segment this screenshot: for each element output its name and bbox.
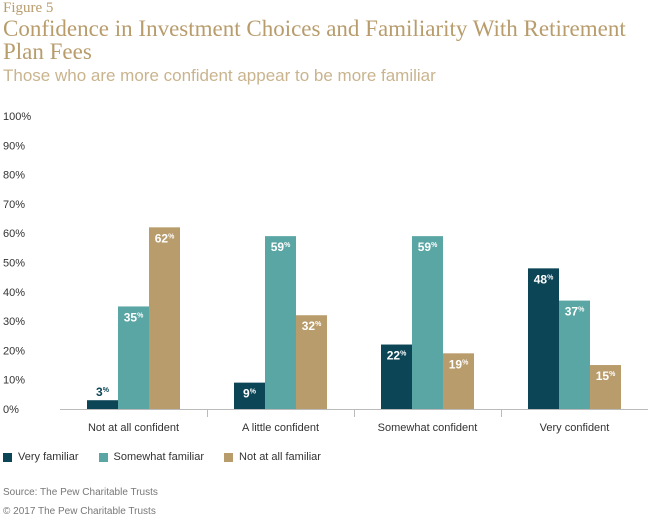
y-tick-label: 20%	[3, 345, 25, 357]
x-category-label: Very confident	[540, 422, 610, 434]
bar	[265, 236, 296, 409]
bar	[559, 300, 590, 409]
chart-subtitle: Those who are more confident appear to b…	[3, 66, 436, 85]
bar	[528, 268, 559, 409]
y-tick-label: 60%	[3, 228, 25, 240]
data-label: 3%	[96, 385, 110, 399]
legend-item-not-at-all-familiar: Not at all familiar	[224, 451, 321, 463]
bar	[234, 382, 265, 409]
bar	[443, 353, 474, 409]
x-category-label: A little confident	[242, 422, 319, 434]
legend-label-very-familiar: Very familiar	[18, 451, 79, 463]
bar	[412, 236, 443, 409]
y-tick-label: 50%	[3, 258, 25, 270]
y-tick-label: 70%	[3, 199, 25, 211]
x-category-label: Somewhat confident	[378, 422, 478, 434]
y-tick-label: 30%	[3, 316, 25, 328]
legend-swatch-somewhat-familiar	[98, 452, 108, 462]
legend-label-somewhat-familiar: Somewhat familiar	[113, 451, 205, 463]
copyright-note: © 2017 The Pew Charitable Trusts	[3, 506, 156, 517]
chart-title: Confidence in Investment Choices and Fam…	[3, 16, 626, 64]
bar	[118, 306, 149, 409]
y-tick-label: 80%	[3, 170, 25, 182]
y-tick-label: 90%	[3, 140, 25, 152]
bar	[590, 365, 621, 409]
y-tick-label: 10%	[3, 375, 25, 387]
legend-item-very-familiar: Very familiar	[3, 451, 79, 463]
legend-swatch-very-familiar	[3, 452, 12, 462]
bar	[149, 227, 180, 409]
y-tick-label: 40%	[3, 287, 25, 299]
source-note: Source: The Pew Charitable Trusts	[3, 487, 158, 498]
legend-swatch-not-at-all-familiar	[224, 452, 234, 462]
bar	[87, 400, 118, 409]
x-category-label: Not at all confident	[88, 422, 179, 434]
bar	[296, 315, 327, 409]
figure-label: Figure 5	[3, 0, 54, 16]
y-tick-label: 0%	[3, 404, 19, 416]
legend-item-somewhat-familiar: Somewhat familiar	[98, 451, 205, 463]
y-tick-label: 100%	[3, 111, 31, 123]
legend-label-not-at-all-familiar: Not at all familiar	[239, 451, 321, 463]
legend: Very familiar Somewhat familiar Not at a…	[3, 451, 341, 463]
bar	[381, 344, 412, 409]
